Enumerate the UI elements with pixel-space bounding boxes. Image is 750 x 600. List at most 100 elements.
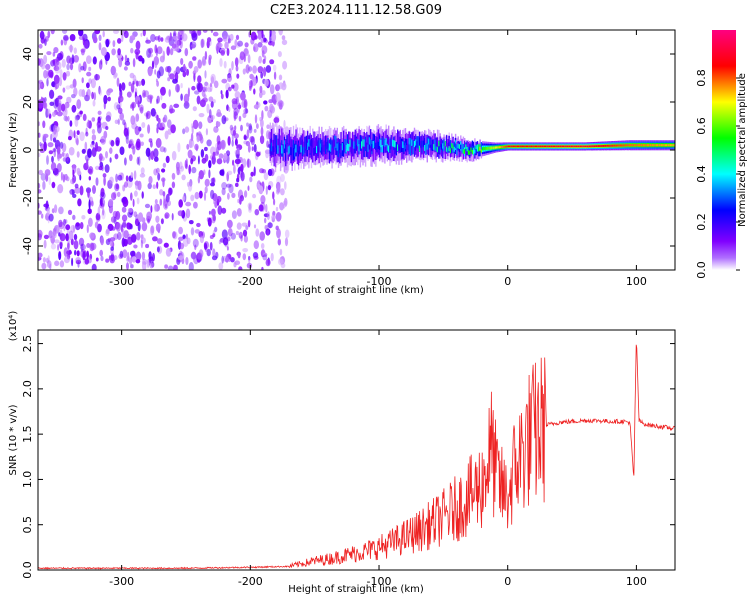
noise-cell — [216, 195, 222, 203]
noise-cell — [87, 119, 90, 128]
noise-cell — [273, 71, 277, 80]
noise-cell — [62, 173, 66, 183]
noise-cell — [191, 32, 198, 41]
snr-frame — [37, 329, 676, 571]
noise-cell — [267, 185, 272, 191]
noise-cell — [91, 134, 97, 141]
noise-cell — [59, 69, 63, 79]
signal-cell — [352, 139, 354, 147]
signal-cell — [417, 140, 419, 147]
noise-cell — [164, 130, 169, 140]
y-tick-label: 0.5 — [21, 516, 34, 534]
signal-cell — [372, 141, 374, 149]
noise-cell — [248, 66, 253, 72]
signal-cell — [363, 142, 365, 158]
noise-cell — [260, 195, 266, 204]
noise-cell — [51, 237, 55, 245]
noise-cell — [121, 222, 127, 228]
noise-cell — [65, 152, 70, 162]
noise-cell — [189, 30, 192, 35]
signal-cell — [346, 134, 349, 150]
signal-cell — [295, 144, 297, 153]
signal-cell — [621, 144, 623, 147]
signal-cell — [630, 144, 632, 147]
noise-cell — [55, 68, 60, 74]
signal-cell — [566, 145, 569, 148]
signal-cell — [595, 145, 597, 147]
noise-cell — [60, 39, 64, 46]
signal-cell — [285, 147, 287, 156]
noise-cell — [234, 138, 238, 146]
signal-cell — [326, 142, 328, 150]
signal-cell — [636, 144, 638, 147]
noise-cell — [190, 158, 194, 165]
signal-cell — [385, 138, 387, 153]
noise-cell — [56, 146, 61, 155]
noise-cell — [196, 222, 201, 228]
noise-cell — [206, 248, 211, 257]
noise-cell — [259, 91, 263, 99]
noise-cell — [44, 38, 47, 46]
signal-cell — [633, 144, 636, 147]
noise-cell — [194, 229, 200, 234]
signal-cell — [444, 141, 447, 147]
noise-cell — [141, 122, 146, 128]
noise-cell — [129, 223, 133, 230]
noise-cell — [145, 39, 152, 44]
noise-cell — [140, 237, 146, 244]
noise-cell — [200, 149, 205, 158]
y-tick-label: 40 — [21, 47, 34, 61]
spectrogram-x-label: Height of straight line (km) — [288, 285, 424, 296]
signal-cell — [325, 135, 327, 150]
noise-cell — [202, 97, 208, 103]
signal-cell — [301, 141, 304, 157]
noise-cell — [110, 140, 115, 147]
noise-cell — [58, 206, 64, 215]
signal-cell — [353, 142, 355, 157]
noise-cell — [80, 243, 84, 253]
signal-cell — [454, 143, 457, 149]
noise-cell — [279, 202, 285, 211]
noise-cell — [63, 34, 69, 41]
noise-cell — [267, 222, 273, 229]
signal-cell — [310, 139, 313, 147]
noise-cell — [247, 185, 250, 191]
noise-cell — [82, 251, 86, 261]
signal-cell — [619, 144, 622, 147]
signal-cell — [406, 138, 408, 146]
noise-cell — [207, 217, 212, 227]
noise-cell — [63, 224, 66, 232]
signal-cell — [548, 145, 551, 148]
noise-cell — [130, 83, 135, 93]
noise-cell — [177, 210, 184, 217]
x-tick-label: -100 — [367, 275, 392, 288]
noise-cell — [257, 66, 264, 74]
noise-cell — [88, 199, 91, 210]
noise-cell — [190, 123, 194, 129]
signal-cell — [277, 145, 279, 154]
noise-cell — [244, 42, 249, 48]
noise-cell — [138, 55, 143, 62]
signal-cell — [379, 138, 381, 147]
signal-cell — [409, 138, 412, 145]
signal-cell — [631, 144, 633, 147]
signal-cell — [305, 148, 308, 157]
snr-x-ticks: -300 -200 -100 0 100 — [109, 330, 647, 588]
noise-cell — [264, 78, 269, 87]
signal-cell — [586, 145, 588, 148]
signal-cell — [321, 147, 323, 155]
noise-cell — [216, 135, 221, 145]
signal-cell — [467, 150, 470, 155]
noise-cell — [157, 172, 161, 181]
noise-cell — [47, 142, 54, 148]
noise-cell — [78, 35, 85, 40]
noise-cell — [39, 30, 45, 40]
noise-cell — [204, 70, 207, 79]
signal-cell — [376, 145, 378, 153]
noise-cell — [107, 237, 111, 243]
signal-cell — [436, 146, 439, 153]
noise-cell — [179, 250, 183, 256]
signal-cell — [451, 143, 453, 154]
noise-cell — [234, 158, 241, 165]
signal-cell — [389, 146, 391, 153]
